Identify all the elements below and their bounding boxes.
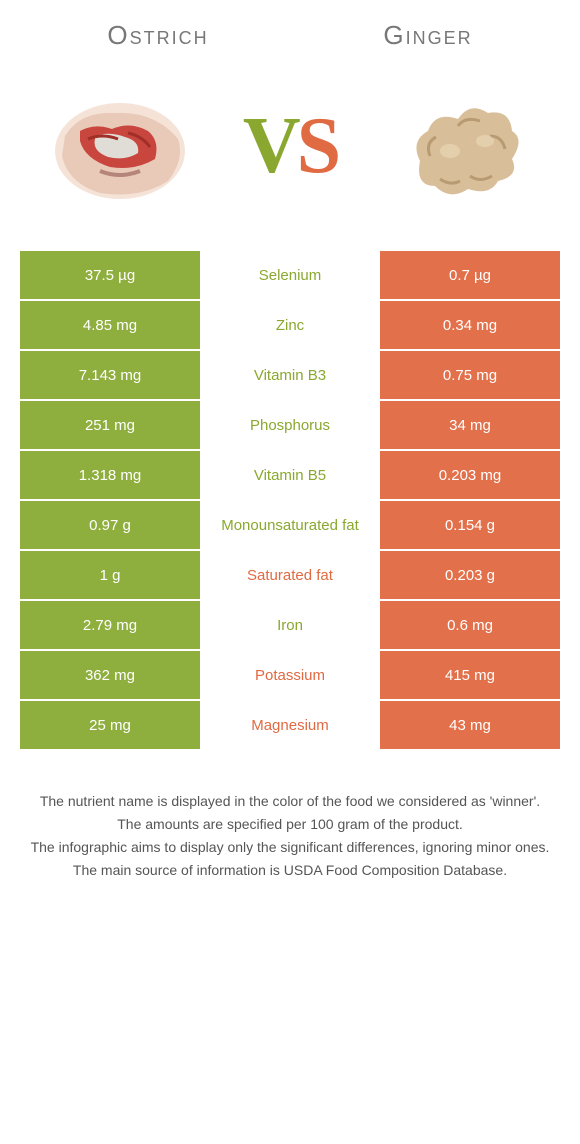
nutrient-left-value: 1.318 mg: [20, 451, 200, 501]
nutrient-left-value: 4.85 mg: [20, 301, 200, 351]
nutrient-name: Vitamin B3: [200, 351, 380, 401]
right-food-title: Ginger: [383, 20, 472, 51]
nutrient-left-value: 0.97 g: [20, 501, 200, 551]
right-food-image: [380, 81, 540, 211]
nutrient-right-value: 0.203 g: [380, 551, 560, 601]
nutrient-row: 1.318 mgVitamin B50.203 mg: [20, 451, 560, 501]
nutrient-row: 1 gSaturated fat0.203 g: [20, 551, 560, 601]
footer-line-3: The infographic aims to display only the…: [20, 837, 560, 858]
footer-line-1: The nutrient name is displayed in the co…: [20, 791, 560, 812]
left-food-image: [40, 81, 200, 211]
nutrient-right-value: 43 mg: [380, 701, 560, 751]
nutrient-row: 362 mgPotassium415 mg: [20, 651, 560, 701]
nutrient-name: Selenium: [200, 251, 380, 301]
nutrient-right-value: 34 mg: [380, 401, 560, 451]
nutrient-right-value: 0.154 g: [380, 501, 560, 551]
footer-line-2: The amounts are specified per 100 gram o…: [20, 814, 560, 835]
nutrient-name: Phosphorus: [200, 401, 380, 451]
nutrient-right-value: 0.34 mg: [380, 301, 560, 351]
nutrient-left-value: 251 mg: [20, 401, 200, 451]
nutrient-right-value: 0.75 mg: [380, 351, 560, 401]
footer-notes: The nutrient name is displayed in the co…: [0, 791, 580, 903]
footer-line-4: The main source of information is USDA F…: [20, 860, 560, 881]
nutrient-right-value: 0.203 mg: [380, 451, 560, 501]
nutrient-right-value: 0.7 µg: [380, 251, 560, 301]
nutrient-name: Saturated fat: [200, 551, 380, 601]
nutrient-row: 7.143 mgVitamin B30.75 mg: [20, 351, 560, 401]
nutrient-name: Monounsaturated fat: [200, 501, 380, 551]
nutrient-right-value: 415 mg: [380, 651, 560, 701]
nutrient-table: 37.5 µgSelenium0.7 µg4.85 mgZinc0.34 mg7…: [20, 251, 560, 751]
nutrient-row: 0.97 gMonounsaturated fat0.154 g: [20, 501, 560, 551]
nutrient-name: Magnesium: [200, 701, 380, 751]
nutrient-right-value: 0.6 mg: [380, 601, 560, 651]
nutrient-left-value: 7.143 mg: [20, 351, 200, 401]
nutrient-left-value: 37.5 µg: [20, 251, 200, 301]
nutrient-row: 25 mgMagnesium43 mg: [20, 701, 560, 751]
nutrient-name: Zinc: [200, 301, 380, 351]
nutrient-name: Potassium: [200, 651, 380, 701]
vs-s: S: [297, 102, 338, 190]
nutrient-name: Vitamin B5: [200, 451, 380, 501]
nutrient-row: 37.5 µgSelenium0.7 µg: [20, 251, 560, 301]
vs-label: VS: [243, 101, 337, 192]
nutrient-row: 2.79 mgIron0.6 mg: [20, 601, 560, 651]
nutrient-name: Iron: [200, 601, 380, 651]
left-food-title: Ostrich: [107, 20, 208, 51]
nutrient-row: 251 mgPhosphorus34 mg: [20, 401, 560, 451]
nutrient-left-value: 2.79 mg: [20, 601, 200, 651]
vs-v: V: [243, 102, 297, 190]
nutrient-left-value: 362 mg: [20, 651, 200, 701]
nutrient-left-value: 25 mg: [20, 701, 200, 751]
nutrient-row: 4.85 mgZinc0.34 mg: [20, 301, 560, 351]
nutrient-left-value: 1 g: [20, 551, 200, 601]
